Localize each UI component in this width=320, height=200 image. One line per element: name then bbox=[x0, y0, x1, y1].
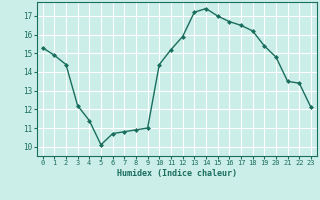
X-axis label: Humidex (Indice chaleur): Humidex (Indice chaleur) bbox=[117, 169, 237, 178]
